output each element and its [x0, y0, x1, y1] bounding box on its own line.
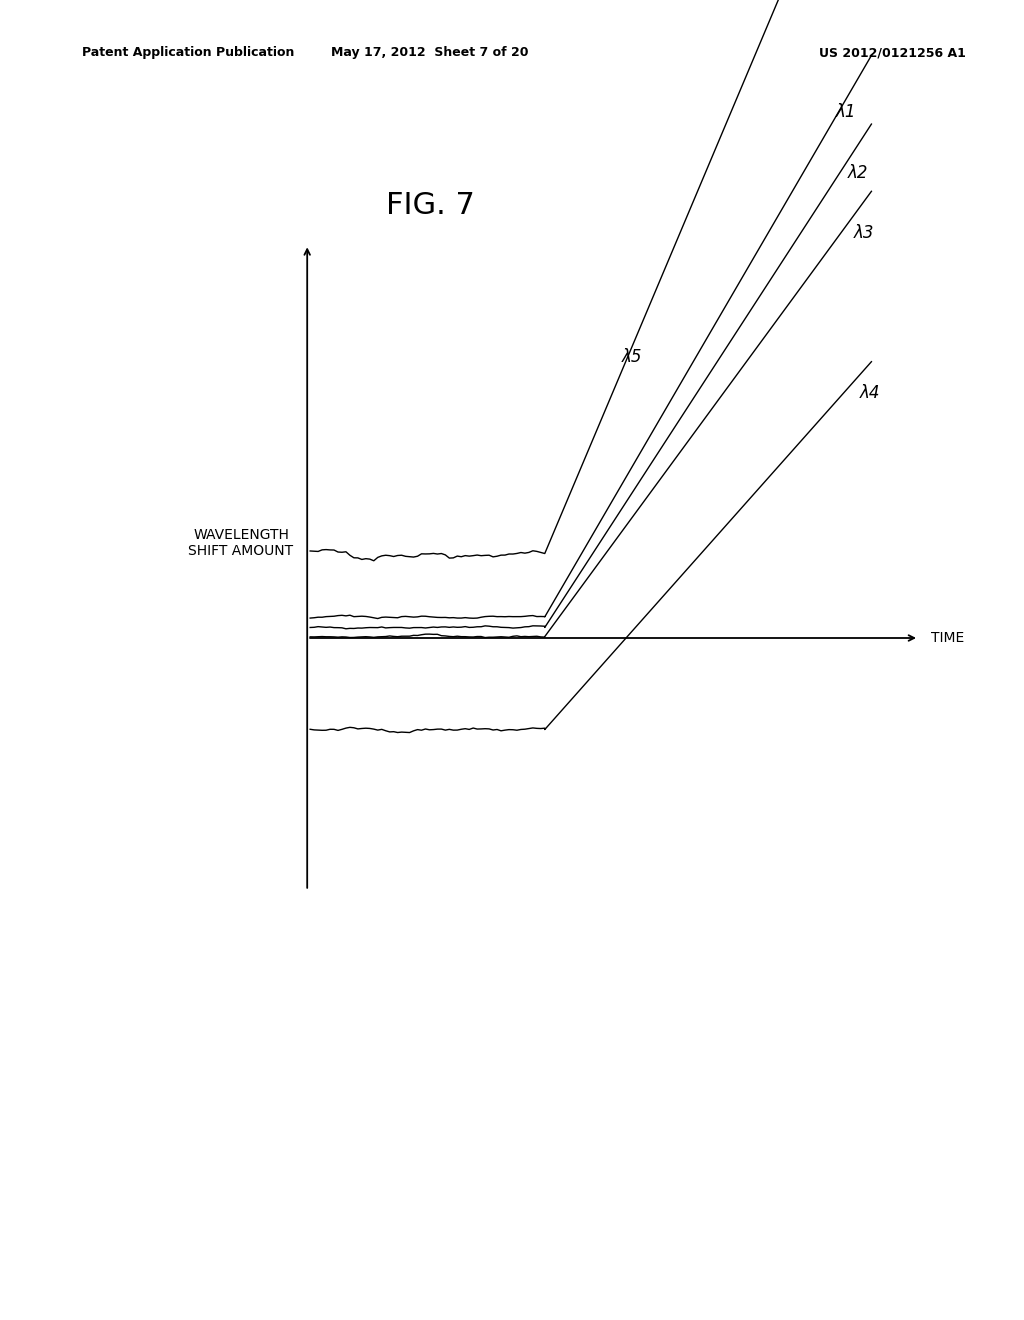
Text: λ1: λ1: [836, 103, 856, 120]
Text: May 17, 2012  Sheet 7 of 20: May 17, 2012 Sheet 7 of 20: [332, 46, 528, 59]
Text: US 2012/0121256 A1: US 2012/0121256 A1: [819, 46, 966, 59]
Text: λ2: λ2: [848, 164, 868, 182]
Text: λ5: λ5: [622, 347, 642, 366]
Text: FIG. 7: FIG. 7: [386, 191, 474, 220]
Text: Patent Application Publication: Patent Application Publication: [82, 46, 294, 59]
Text: WAVELENGTH
SHIFT AMOUNT: WAVELENGTH SHIFT AMOUNT: [188, 528, 294, 558]
Text: λ4: λ4: [859, 384, 880, 403]
Text: TIME: TIME: [931, 631, 964, 645]
Text: λ3: λ3: [854, 223, 874, 242]
